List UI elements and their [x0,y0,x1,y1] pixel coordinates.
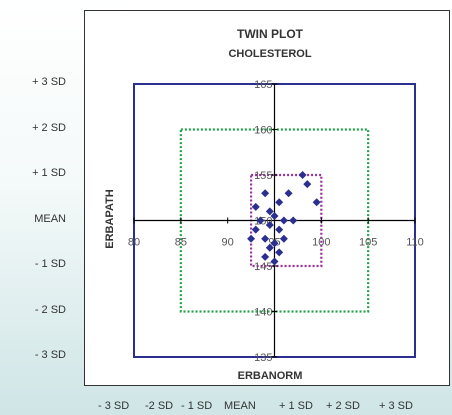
x-tick-label: 105 [359,237,377,249]
data-point [265,207,274,216]
data-point [251,225,260,234]
data-point [275,225,284,234]
data-point [289,216,298,225]
data-point [270,211,279,220]
x-sd-label: MEAN [224,400,256,412]
y-sd-label: - 3 SD [34,349,66,361]
data-point [247,234,256,243]
data-point [256,216,265,225]
x-axis-label: ERBANORM [238,370,303,382]
y-tick-label: 165 [254,79,272,91]
data-point [303,180,312,189]
x-tick-label: 100 [312,237,330,249]
chart-subtitle: CHOLESTEROL [228,48,311,60]
y-tick-label: 135 [254,352,272,364]
data-point [261,234,270,243]
data-point [261,189,270,198]
x-sd-label: - 1 SD [181,400,213,412]
x-sd-label: + 3 SD [379,400,413,412]
x-sd-label: - 3 SD [98,400,130,412]
y-tick-label: 155 [254,170,272,182]
y-axis-label: ERBAPATH [104,189,116,249]
data-point [279,216,288,225]
data-point [251,202,260,211]
data-point [298,171,307,179]
data-point [312,198,321,207]
data-point [270,239,279,248]
x-tick-label: 85 [175,237,187,249]
chart-panel: 80859095100105110 135140145150155160165 … [84,10,450,386]
y-sd-label: + 3 SD [32,76,66,88]
y-tick-label: 140 [254,307,272,319]
y-sd-label: - 1 SD [34,258,66,270]
y-sd-label: MEAN [34,212,66,225]
data-point [265,221,274,230]
x-sd-label: -2 SD [145,400,174,412]
y-tick-label: 160 [254,125,272,137]
y-sd-label: - 2 SD [34,303,66,316]
data-point [275,248,284,257]
x-sd-label: + 2 SD [326,400,360,412]
data-point [284,189,293,198]
x-sd-label: + 1 SD [279,400,313,412]
x-tick-label: 90 [222,237,234,249]
data-point [270,257,279,266]
data-point [275,198,284,207]
chart-title: TWIN PLOT [237,27,304,41]
data-point [265,243,274,252]
twin-plot-chart: 80859095100105110 135140145150155160165 … [104,27,424,382]
x-tick-label: 80 [128,237,140,249]
y-tick-label: 145 [254,261,272,273]
x-tick-label: 110 [406,237,424,249]
y-sd-label: + 2 SD [32,121,66,134]
y-sd-label: + 1 SD [32,167,66,179]
data-point [279,234,288,243]
data-point [261,252,270,261]
